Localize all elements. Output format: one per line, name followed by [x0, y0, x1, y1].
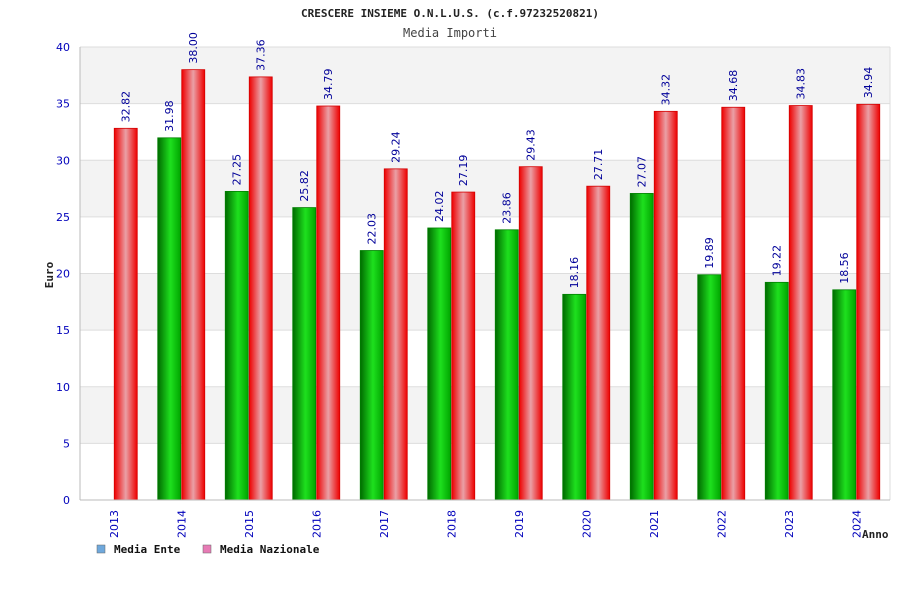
y-tick-label: 5 — [63, 437, 70, 450]
y-tick-label: 35 — [56, 98, 70, 111]
data-label-media-ente: 22.03 — [366, 213, 379, 245]
legend-label-media-nazionale: Media Nazionale — [220, 543, 320, 556]
y-tick-label: 40 — [56, 41, 70, 54]
x-tick-label: 2023 — [783, 510, 796, 538]
x-tick-label: 2021 — [648, 510, 661, 538]
legend: Media Ente Media Nazionale — [96, 543, 320, 556]
x-tick-label: 2015 — [243, 510, 256, 538]
plot-band — [80, 216, 890, 274]
bar-media-nazionale — [518, 166, 543, 501]
data-label-media-ente: 18.16 — [568, 257, 581, 289]
data-label-media-ente: 25.82 — [298, 170, 311, 202]
bar-media-ente — [764, 281, 789, 501]
data-label-media-ente: 19.89 — [703, 237, 716, 269]
plot-band — [80, 386, 890, 444]
x-axis-title: Anno — [862, 528, 889, 541]
y-tick-label: 20 — [56, 268, 70, 281]
bar-media-nazionale — [383, 168, 408, 501]
bar-media-nazionale — [316, 105, 341, 501]
plot-background — [80, 47, 890, 500]
x-tick-label: 2017 — [378, 510, 391, 538]
data-label-media-ente: 27.07 — [636, 156, 649, 188]
data-label-media-nazionale: 34.32 — [660, 74, 673, 106]
data-label-media-nazionale: 27.71 — [592, 149, 605, 181]
bar-media-ente — [562, 293, 587, 501]
bar-media-ente — [224, 190, 249, 501]
plot-band — [80, 443, 890, 500]
y-tick-label: 25 — [56, 211, 70, 224]
data-label-media-nazionale: 34.79 — [322, 69, 335, 101]
bar-media-nazionale — [653, 110, 678, 501]
bar-media-nazionale — [788, 105, 813, 501]
plot-band — [80, 47, 890, 104]
y-axis: 0 5 10 15 20 25 30 35 40 — [56, 41, 891, 507]
data-label-media-nazionale: 34.83 — [795, 68, 808, 100]
data-label-media-ente: 27.25 — [231, 154, 244, 186]
data-labels: 32.82 31.98 38.00 27.25 37.36 25.82 34.79 22.03… — [120, 32, 876, 288]
x-tick-label: 2013 — [108, 510, 121, 538]
legend-item-media-ente: Media Ente — [96, 543, 181, 556]
data-label-media-nazionale: 34.68 — [727, 70, 740, 102]
x-tick-label: 2024 — [850, 510, 863, 538]
bar-media-nazionale — [586, 185, 611, 501]
bar-media-ente — [359, 250, 384, 501]
bar-media-nazionale — [113, 127, 138, 501]
data-label-media-nazionale: 32.82 — [120, 91, 133, 123]
data-label-media-ente: 18.56 — [838, 252, 851, 284]
bar-media-nazionale — [451, 191, 476, 501]
x-tick-label: 2022 — [715, 510, 728, 538]
bars — [113, 69, 881, 501]
chart-title: CRESCERE INSIEME O.N.L.U.S. (c.f.9723252… — [301, 7, 599, 20]
legend-swatch-media-ente — [96, 544, 106, 554]
bar-media-nazionale — [856, 103, 881, 501]
x-tick-label: 2019 — [513, 510, 526, 538]
y-tick-label: 10 — [56, 381, 70, 394]
chart-subtitle: Media Importi — [403, 26, 497, 40]
bar-media-ente — [697, 274, 722, 501]
legend-label-media-ente: Media Ente — [114, 543, 181, 556]
y-axis-title: Euro — [43, 261, 56, 288]
plot-band — [80, 330, 890, 387]
data-label-media-nazionale: 37.36 — [255, 39, 268, 71]
bar-media-ente — [427, 227, 452, 501]
x-tick-label: 2020 — [580, 510, 593, 538]
legend-swatch-media-nazionale — [202, 544, 212, 554]
data-label-media-ente: 31.98 — [163, 100, 176, 132]
legend-item-media-nazionale: Media Nazionale — [202, 543, 320, 556]
bar-media-ente — [629, 193, 654, 501]
y-tick-label: 0 — [63, 494, 70, 507]
x-tick-label: 2014 — [175, 510, 188, 538]
plot-band — [80, 160, 890, 217]
x-tick-label: 2018 — [445, 510, 458, 538]
bar-media-nazionale — [181, 69, 206, 501]
x-axis: 2013 2014 2015 2016 2017 2018 2019 2020 2021 2022… — [80, 499, 890, 538]
y-tick-label: 30 — [56, 154, 70, 167]
bar-media-ente — [292, 207, 317, 501]
bar-media-ente — [157, 137, 182, 501]
data-label-media-nazionale: 34.94 — [862, 67, 875, 99]
data-label-media-ente: 23.86 — [501, 192, 514, 224]
y-tick-label: 15 — [56, 324, 70, 337]
plot-band — [80, 273, 890, 331]
data-label-media-ente: 24.02 — [433, 190, 446, 222]
plot-band — [80, 103, 890, 161]
x-tick-label: 2016 — [310, 510, 323, 538]
data-label-media-ente: 19.22 — [771, 245, 784, 277]
bar-media-ente — [832, 289, 857, 501]
bar-media-ente — [494, 229, 519, 501]
bar-media-nazionale — [721, 106, 746, 501]
data-label-media-nazionale: 38.00 — [187, 32, 200, 64]
bar-media-nazionale — [248, 76, 273, 501]
data-label-media-nazionale: 27.19 — [457, 155, 470, 187]
data-label-media-nazionale: 29.24 — [390, 131, 403, 163]
data-label-media-nazionale: 29.43 — [525, 129, 538, 161]
